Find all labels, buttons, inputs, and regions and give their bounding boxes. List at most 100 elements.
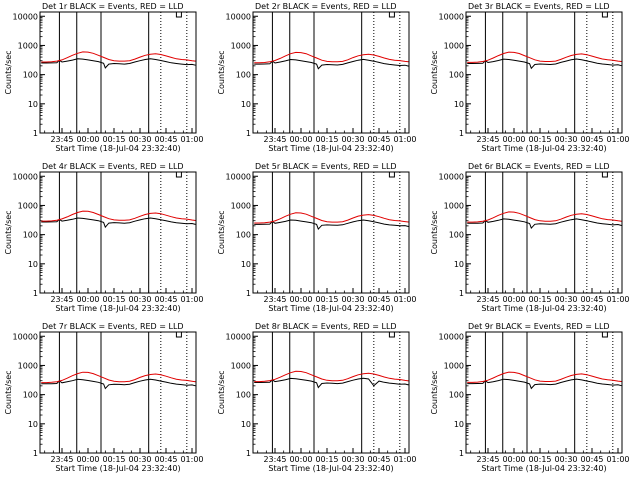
x-tick-label: 23:45 — [263, 135, 286, 144]
panel-title: Det 6r BLACK = Events, RED = LLD — [468, 162, 610, 171]
y-axis-label: Counts/sec — [217, 370, 226, 414]
y-tick-label: 10 — [28, 100, 38, 109]
detector-panel-5: Det 5r BLACK = Events, RED = LLD 1 10 100 10… — [217, 162, 417, 313]
y-tick-label: 100 — [236, 391, 251, 400]
x-tick-label: 00:15 — [528, 135, 551, 144]
lld-series-line — [467, 371, 622, 383]
y-tick-label: 100 — [449, 231, 464, 240]
y-tick-label: 100 — [23, 391, 38, 400]
y-tick-label: 10000 — [226, 12, 251, 21]
y-tick-label: 1 — [459, 449, 464, 458]
panel-title: Det 7r BLACK = Events, RED = LLD — [42, 322, 184, 331]
state-flag-marker — [601, 332, 608, 338]
y-tick-label: 1 — [246, 449, 251, 458]
x-tick-label: 00:30 — [341, 135, 364, 144]
y-tick-label: 10000 — [439, 172, 464, 181]
x-tick-label: 00:45 — [154, 135, 177, 144]
events-series-line — [254, 58, 409, 70]
x-tick-label: 00:45 — [580, 455, 603, 464]
y-tick-label: 1000 — [444, 201, 464, 210]
plot-frame — [465, 331, 623, 454]
x-axis-label: Start Time (18-Jul-04 23:32:40) — [481, 464, 606, 473]
detector-panel-6: Det 6r BLACK = Events, RED = LLD 1 10 100 10… — [430, 162, 630, 313]
x-tick-label: 01:00 — [180, 135, 203, 144]
x-axis-label: Start Time (18-Jul-04 23:32:40) — [481, 144, 606, 153]
x-tick-label: 23:45 — [263, 295, 286, 304]
y-tick-label: 1000 — [18, 41, 38, 50]
x-tick-label: 01:00 — [393, 295, 416, 304]
detector-panel-8: Det 8r BLACK = Events, RED = LLD 1 10 100 10… — [217, 322, 417, 473]
y-axis-label: Counts/sec — [430, 50, 439, 94]
state-flag-marker — [601, 172, 608, 178]
y-tick-label: 1000 — [231, 361, 251, 370]
y-tick-label: 1 — [33, 449, 38, 458]
x-tick-label: 00:15 — [102, 455, 125, 464]
plot-frame — [465, 11, 623, 134]
state-flag-marker — [388, 332, 395, 338]
x-axis-label: Start Time (18-Jul-04 23:32:40) — [268, 144, 393, 153]
events-series-line — [41, 58, 196, 69]
x-axis-label: Start Time (18-Jul-04 23:32:40) — [55, 464, 180, 473]
panel-title: Det 4r BLACK = Events, RED = LLD — [42, 162, 184, 171]
x-tick-label: 00:00 — [502, 135, 525, 144]
detector-panel-7: Det 7r BLACK = Events, RED = LLD 1 10 100 10… — [4, 322, 204, 473]
x-tick-label: 01:00 — [393, 455, 416, 464]
y-axis-label: Counts/sec — [217, 50, 226, 94]
y-tick-label: 1000 — [18, 201, 38, 210]
y-tick-label: 1 — [459, 129, 464, 138]
plot-frame — [39, 331, 197, 454]
y-tick-label: 10 — [241, 420, 251, 429]
x-tick-label: 00:15 — [528, 455, 551, 464]
y-tick-label: 10000 — [13, 172, 38, 181]
detector-panel-3: Det 3r BLACK = Events, RED = LLD 1 10 100 10… — [430, 2, 630, 153]
x-tick-label: 23:45 — [476, 455, 499, 464]
y-tick-label: 1000 — [18, 361, 38, 370]
x-tick-label: 00:15 — [315, 455, 338, 464]
x-tick-label: 23:45 — [50, 295, 73, 304]
events-series-line — [467, 378, 622, 390]
y-axis-label: Counts/sec — [4, 370, 13, 414]
x-tick-label: 00:45 — [580, 135, 603, 144]
x-tick-label: 00:30 — [128, 455, 151, 464]
y-tick-label: 1000 — [444, 41, 464, 50]
events-series-line — [467, 218, 622, 230]
x-tick-label: 00:45 — [580, 295, 603, 304]
y-tick-label: 100 — [449, 391, 464, 400]
x-tick-label: 00:45 — [367, 135, 390, 144]
panel-title: Det 3r BLACK = Events, RED = LLD — [468, 2, 610, 11]
lld-series-line — [254, 370, 409, 383]
plot-frame — [252, 331, 410, 454]
x-tick-label: 23:45 — [50, 455, 73, 464]
events-series-line — [41, 217, 196, 229]
x-tick-label: 01:00 — [180, 455, 203, 464]
x-tick-label: 00:00 — [289, 295, 312, 304]
y-tick-label: 10 — [241, 100, 251, 109]
y-axis-label: Counts/sec — [217, 210, 226, 254]
state-flag-marker — [175, 172, 182, 178]
y-tick-label: 10000 — [13, 12, 38, 21]
state-flag-marker — [175, 12, 182, 18]
x-tick-label: 00:00 — [502, 295, 525, 304]
y-tick-label: 100 — [449, 71, 464, 80]
y-axis-label: Counts/sec — [4, 210, 13, 254]
panel-title: Det 1r BLACK = Events, RED = LLD — [42, 2, 184, 11]
x-tick-label: 00:45 — [367, 455, 390, 464]
y-tick-label: 1 — [33, 129, 38, 138]
x-axis-label: Start Time (18-Jul-04 23:32:40) — [268, 304, 393, 313]
plot-frame — [39, 171, 197, 294]
x-tick-label: 00:30 — [554, 295, 577, 304]
x-tick-label: 00:30 — [341, 295, 364, 304]
x-tick-label: 23:45 — [476, 295, 499, 304]
panel-title: Det 9r BLACK = Events, RED = LLD — [468, 322, 610, 331]
y-tick-label: 100 — [23, 71, 38, 80]
x-axis-label: Start Time (18-Jul-04 23:32:40) — [481, 304, 606, 313]
detector-panel-2: Det 2r BLACK = Events, RED = LLD 1 10 100 10… — [217, 2, 417, 153]
state-flag-marker — [175, 332, 182, 338]
x-tick-label: 00:30 — [341, 455, 364, 464]
y-tick-label: 10000 — [226, 332, 251, 341]
state-flag-marker — [601, 12, 608, 18]
detector-panel-4: Det 4r BLACK = Events, RED = LLD 1 10 100 10… — [4, 162, 204, 313]
y-tick-label: 10000 — [439, 332, 464, 341]
x-tick-label: 00:15 — [315, 135, 338, 144]
